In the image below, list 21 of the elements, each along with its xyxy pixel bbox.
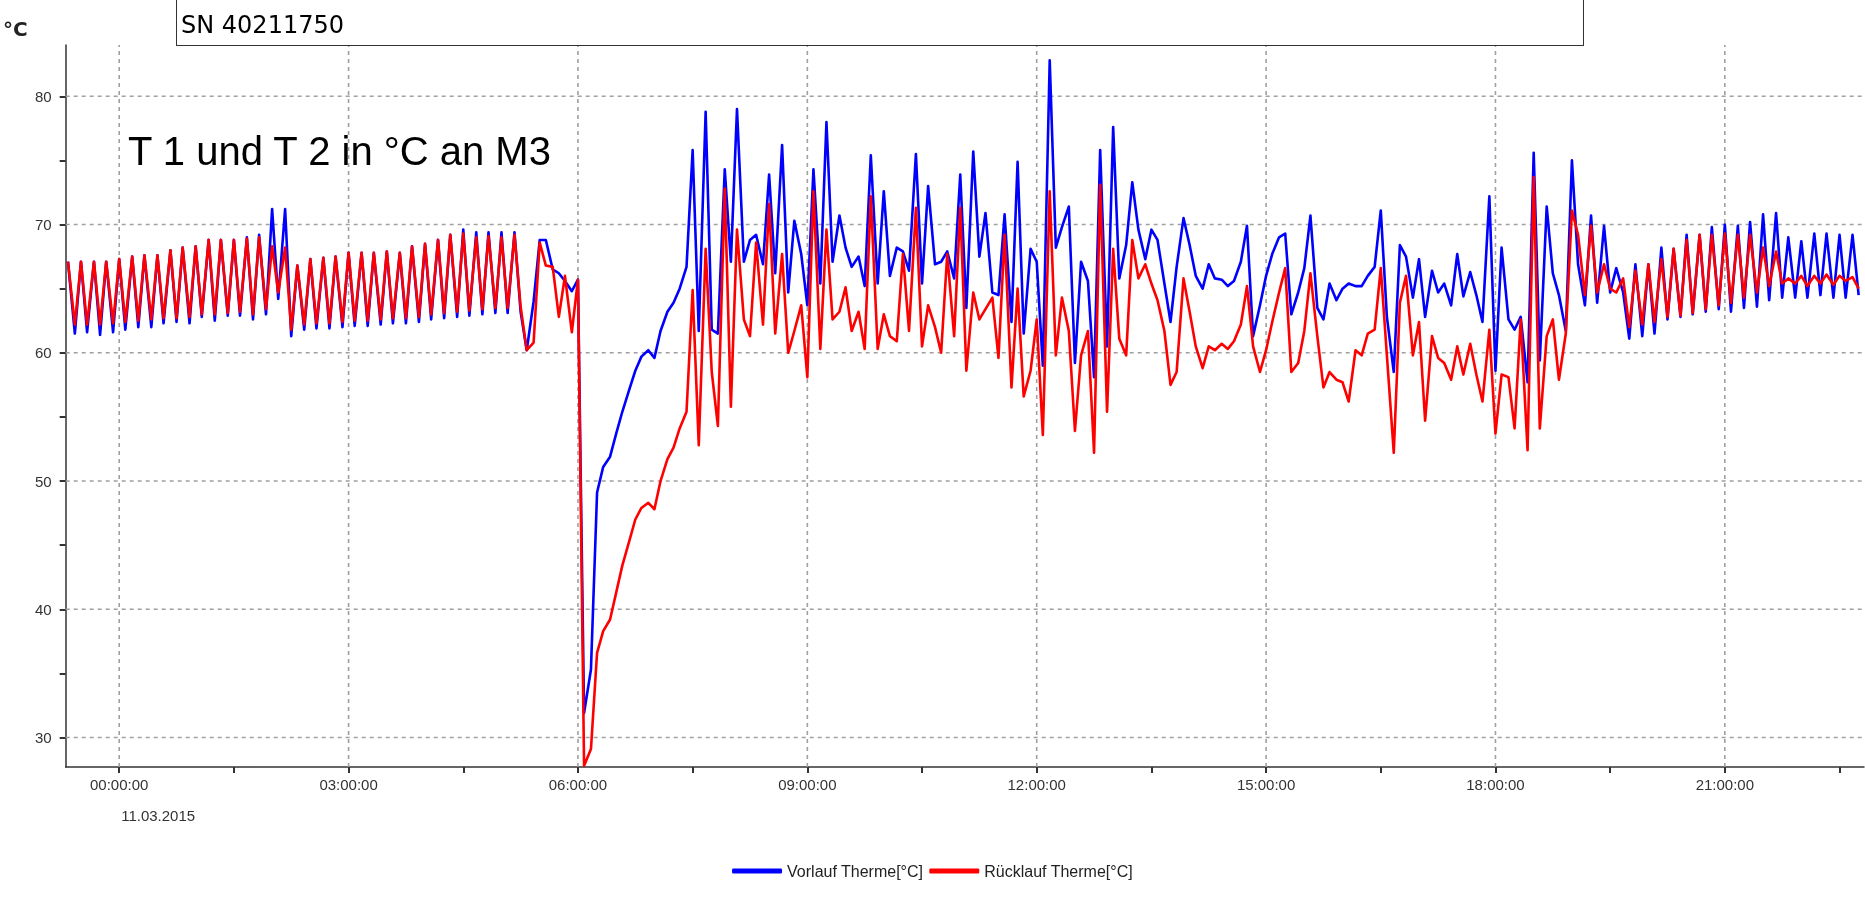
y-tick-label: 70 bbox=[34, 216, 52, 234]
y-tick-label: 50 bbox=[34, 472, 52, 490]
text: 11.03.2015 bbox=[121, 807, 196, 824]
legend-label: Rücklauf Therme[°C] bbox=[984, 862, 1133, 880]
y-tick-label: 80 bbox=[34, 87, 52, 105]
x-tick-label: 21:00:00 bbox=[1695, 776, 1755, 793]
y-tick-label: 40 bbox=[34, 600, 52, 618]
text: T 1 und T 2 in °C an M3 bbox=[128, 129, 551, 173]
x-tick-label: 09:00:00 bbox=[778, 776, 837, 793]
x-tick-label: 15:00:00 bbox=[1236, 776, 1296, 793]
y-tick-label: 30 bbox=[34, 729, 52, 746]
line-series bbox=[66, 175, 1860, 768]
x-tick-label: 18:00:00 bbox=[1466, 776, 1525, 793]
x-tick-label: 03:00:00 bbox=[319, 776, 378, 793]
y-axis-title: °C bbox=[2, 17, 28, 41]
x-tick-label: 12:00:00 bbox=[1007, 776, 1066, 793]
table-row: SN 40211750 bbox=[176, 0, 1584, 46]
x-tick-label: 00:00:00 bbox=[90, 776, 149, 793]
legend-label: Vorlauf Therme[°C] bbox=[787, 862, 923, 880]
y-tick-label: 60 bbox=[34, 344, 52, 362]
x-tick-label: 06:00:00 bbox=[548, 776, 608, 793]
